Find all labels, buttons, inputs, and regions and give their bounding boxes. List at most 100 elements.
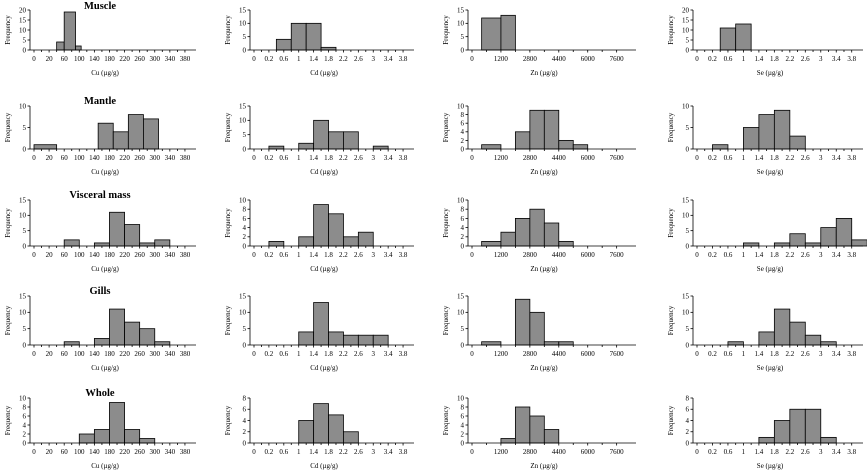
x-tick-label: 3.4: [384, 448, 393, 456]
x-tick-label: 3: [371, 448, 375, 456]
y-tick-label: 10: [457, 20, 465, 28]
bar: [543, 109, 560, 150]
bar: [112, 131, 129, 150]
x-tick-label: 1.8: [324, 154, 333, 162]
bar: [328, 331, 344, 346]
panel-title: Muscle: [84, 1, 116, 12]
y-axis-label: Frequency: [4, 112, 12, 142]
x-tick-label: 6000: [581, 154, 596, 162]
bar: [804, 334, 822, 346]
x-tick-label: 300: [150, 448, 161, 456]
y-tick-label: 0: [686, 242, 690, 250]
x-tick-label: 1.8: [770, 251, 779, 259]
x-tick-label: 0.2: [265, 350, 274, 358]
x-tick-label: 0: [252, 350, 256, 358]
panel-gills-cd: 0 5 10 15 0 0.2 0.6 1 1.4 1.8 2.2 2.6 3 3.4 3.8 Cd (µg/…: [224, 292, 414, 372]
y-axis-label: Frequency: [4, 305, 12, 335]
bar: [514, 217, 531, 247]
y-tick-label: 4: [23, 421, 27, 429]
x-tick-label: 20: [46, 448, 54, 456]
y-tick-label: 0: [686, 145, 690, 153]
x-tick-label: 0: [32, 55, 36, 63]
x-tick-label: 2.2: [785, 55, 794, 63]
bar: [109, 402, 125, 444]
bar: [139, 438, 156, 444]
x-tick-label: 1: [742, 154, 746, 162]
y-tick-label: 15: [239, 102, 247, 110]
x-tick-label: 0.6: [724, 350, 733, 358]
x-tick-label: 3: [819, 448, 823, 456]
x-tick-label: 2.2: [785, 251, 794, 259]
x-tick-label: 1200: [494, 350, 509, 358]
y-tick-label: 0: [23, 145, 27, 153]
x-tick-label: 3.4: [384, 350, 393, 358]
y-tick-label: 10: [682, 309, 690, 317]
x-tick-label: 2.6: [354, 251, 363, 259]
bar: [109, 308, 125, 346]
y-tick-label: 0: [461, 46, 465, 54]
y-tick-label: 2: [686, 428, 690, 436]
x-tick-label: 2.6: [801, 55, 810, 63]
y-tick-label: 8: [23, 403, 27, 411]
bar: [154, 239, 171, 247]
panel-gills-se: 0 5 10 15 0 0.2 0.6 1 1.4 1.8 2.2 2.6 3 3.4 3.8 Se (µg/…: [667, 292, 863, 372]
bar: [33, 144, 58, 150]
bar: [268, 145, 285, 150]
y-axis-label: Frequency: [4, 15, 12, 45]
x-tick-label: 3.4: [832, 350, 841, 358]
x-tick-label: 220: [119, 55, 130, 63]
y-tick-label: 10: [457, 196, 465, 204]
bar: [343, 131, 359, 150]
x-tick-label: 1.8: [770, 448, 779, 456]
bar: [328, 213, 344, 247]
bar: [773, 308, 791, 346]
x-tick-label: 0.6: [724, 448, 733, 456]
x-tick-label: 60: [61, 154, 69, 162]
y-tick-label: 8: [243, 394, 247, 402]
bar: [758, 114, 775, 150]
x-tick-label: 100: [74, 448, 85, 456]
y-tick-label: 5: [23, 36, 27, 44]
y-tick-label: 0: [243, 46, 247, 54]
x-tick-label: 260: [134, 350, 145, 358]
x-tick-label: 0.2: [265, 448, 274, 456]
y-tick-label: 0: [23, 439, 27, 447]
x-tick-label: 1.4: [309, 251, 318, 259]
x-tick-label: 1.8: [770, 350, 779, 358]
x-tick-label: 3.8: [847, 55, 856, 63]
y-axis-label: Frequency: [442, 208, 450, 238]
x-tick-label: 0: [695, 55, 699, 63]
x-axis-label: Cu (µg/g): [91, 462, 119, 470]
x-tick-label: 2800: [523, 251, 538, 259]
y-tick-label: 10: [239, 20, 247, 28]
x-tick-label: 0: [252, 154, 256, 162]
x-tick-label: 1.4: [309, 350, 318, 358]
x-tick-label: 1.4: [755, 251, 764, 259]
panel-title: Mantle: [84, 96, 116, 107]
bar: [789, 408, 806, 444]
bar: [357, 334, 374, 346]
x-tick-label: 340: [165, 55, 176, 63]
y-tick-label: 0: [686, 46, 690, 54]
y-tick-label: 4: [461, 421, 465, 429]
bar: [773, 420, 791, 444]
x-tick-label: 2.6: [801, 448, 810, 456]
y-tick-label: 10: [457, 102, 465, 110]
y-tick-label: 2: [23, 430, 27, 438]
y-axis-label: Frequency: [667, 112, 675, 142]
panel-title: Gills: [89, 286, 110, 297]
y-tick-label: 8: [461, 206, 465, 214]
x-tick-label: 0.2: [708, 448, 717, 456]
x-tick-label: 20: [46, 55, 54, 63]
panel-muscle-cd: 0 5 10 15 0 0.2 0.6 1 1.4 1.8 2.2 2.6 3 3.4 3.8 Cd (µg/…: [224, 6, 414, 77]
y-tick-label: 10: [239, 309, 247, 317]
x-tick-label: 380: [180, 55, 191, 63]
y-tick-label: 6: [461, 412, 465, 420]
y-tick-label: 4: [461, 224, 465, 232]
x-tick-label: 0.6: [279, 448, 288, 456]
x-axis-label: Zn (µg/g): [530, 168, 558, 176]
x-tick-label: 300: [150, 154, 161, 162]
x-tick-label: 380: [180, 448, 191, 456]
bar: [481, 240, 502, 247]
